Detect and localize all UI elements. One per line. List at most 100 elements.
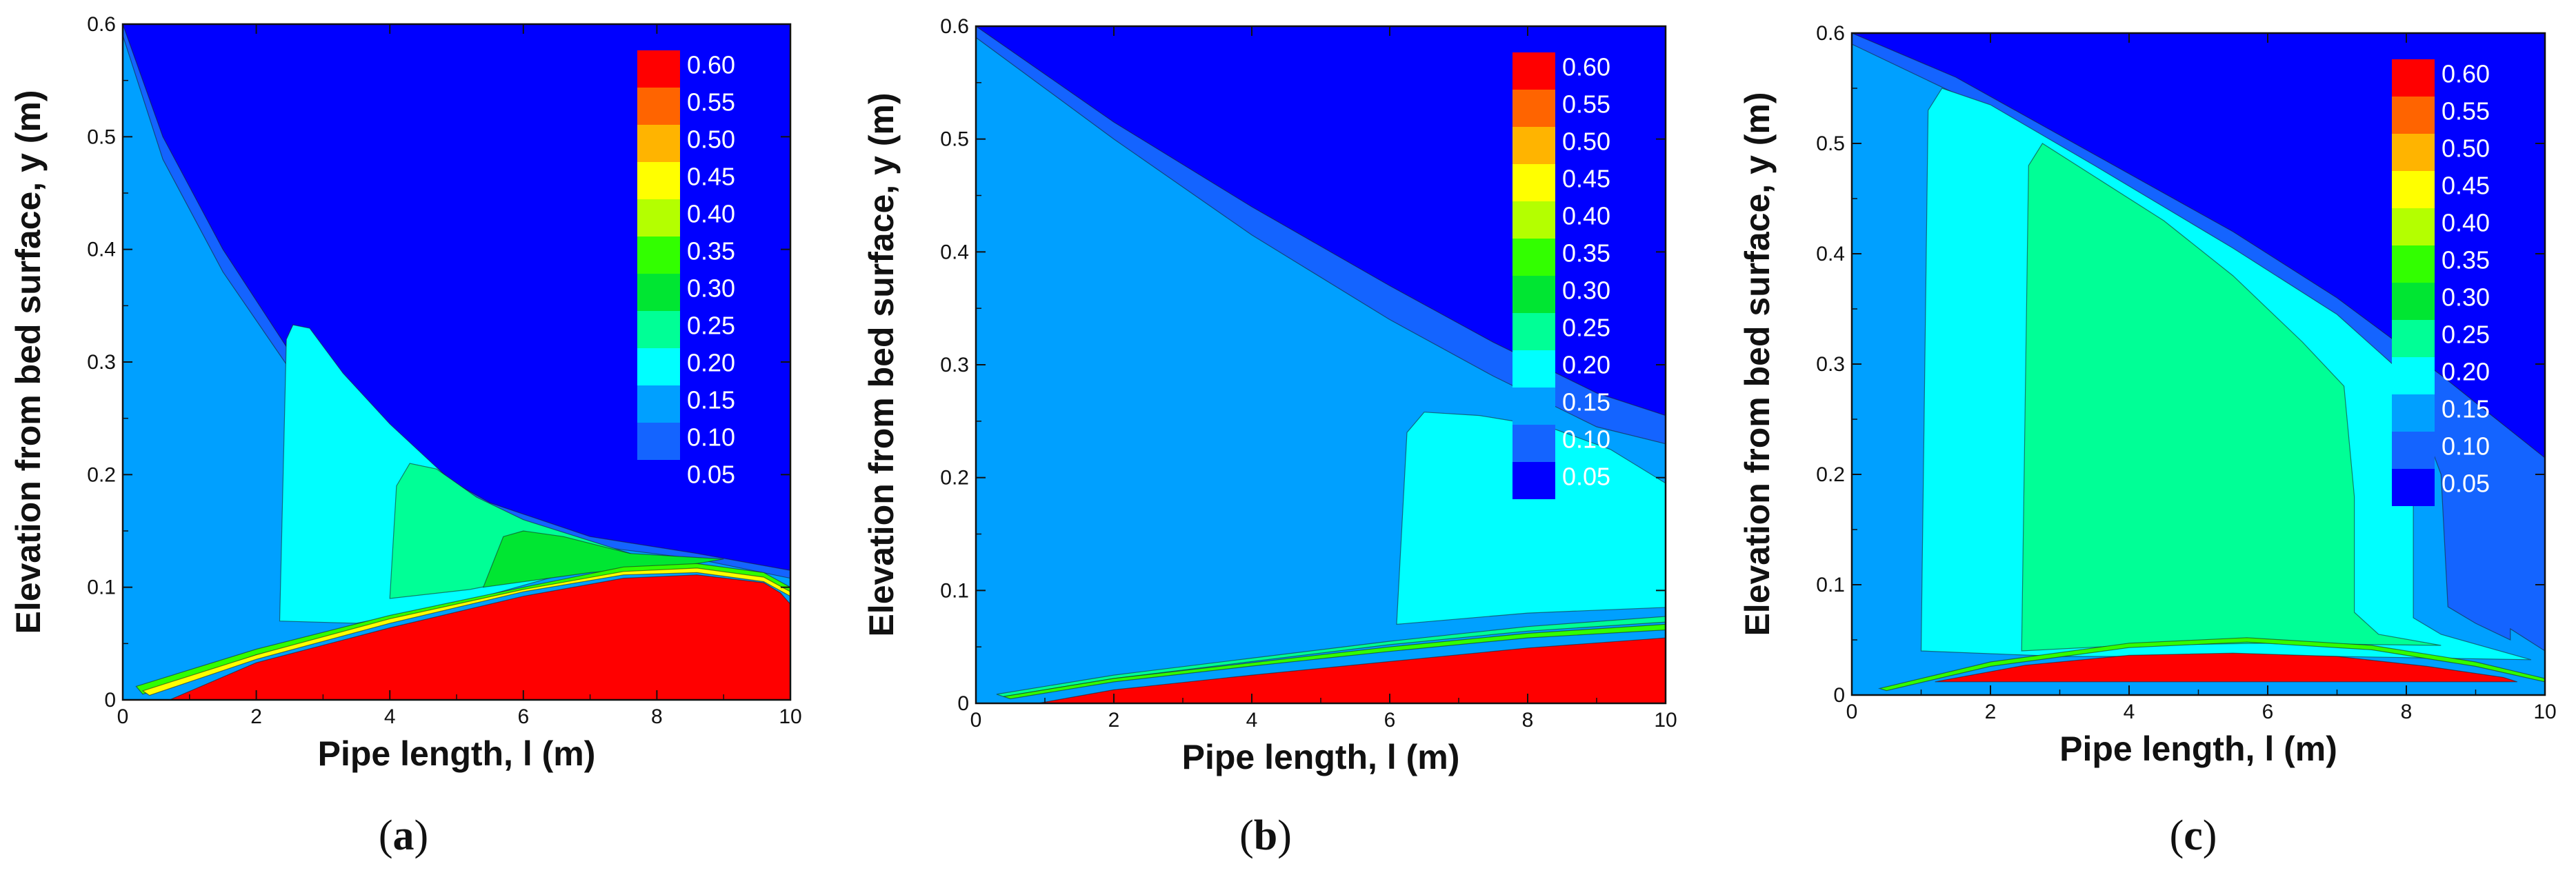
legend-swatch-c-1 — [2392, 97, 2435, 134]
panel-a: (a) 0 2 4 6 8 10 0 0.1 0.2 0.3 0.4 0.5 0.6 Pipe lengt… — [9, 13, 802, 859]
x-axis-title-c: Pipe length, l (m) — [2059, 730, 2337, 768]
legend-swatch-b-2 — [1512, 127, 1555, 164]
x-tick-label-a-3: 6 — [517, 705, 529, 728]
x-tick-label-a-5: 10 — [779, 705, 801, 728]
legend-label-c-3: 0.45 — [2442, 171, 2490, 199]
contour-region-c-6 — [1935, 652, 2517, 683]
legend-swatch-a-11 — [637, 460, 680, 497]
legend-swatch-c-2 — [2392, 134, 2435, 171]
panel-c-caption-letter: c — [2184, 812, 2203, 859]
x-tick-label-c-0: 0 — [1846, 701, 1858, 723]
legend-swatch-c-6 — [2392, 283, 2435, 320]
y-tick-label-c-3: 0.3 — [1816, 353, 1845, 376]
legend-swatch-a-10 — [637, 423, 680, 460]
legend-label-c-1: 0.55 — [2442, 97, 2490, 125]
contour-region-c-5 — [1877, 637, 2545, 692]
legend-swatch-c-0 — [2392, 59, 2435, 97]
y-tick-label-b-1: 0.1 — [940, 579, 969, 602]
x-tick-label-b-5: 10 — [1654, 709, 1677, 732]
x-tick-label-b-0: 0 — [970, 709, 982, 732]
panel-a-caption: (a) — [379, 812, 428, 859]
legend-label-b-4: 0.40 — [1562, 201, 1610, 230]
legend-swatch-c-9 — [2392, 394, 2435, 432]
legend-swatch-b-9 — [1512, 388, 1555, 425]
legend-label-c-0: 0.60 — [2442, 59, 2490, 88]
y-tick-label-c-5: 0.5 — [1816, 132, 1845, 155]
legend-label-b-0: 0.60 — [1562, 52, 1610, 81]
x-tick-label-c-4: 8 — [2401, 701, 2413, 723]
legend-swatch-c-8 — [2392, 357, 2435, 394]
x-tick-label-c-5: 10 — [2533, 701, 2556, 723]
legend-label-a-5: 0.35 — [687, 237, 735, 265]
legend-label-b-2: 0.50 — [1562, 127, 1610, 155]
y-tick-label-a-5: 0.5 — [87, 125, 116, 148]
legend-swatch-a-7 — [637, 311, 680, 348]
contour-region-a-8 — [169, 574, 790, 700]
legend-swatch-b-5 — [1512, 239, 1555, 276]
legend-swatch-a-5 — [637, 237, 680, 274]
y-tick-label-b-2: 0.2 — [940, 467, 969, 490]
legend-swatch-a-4 — [637, 199, 680, 237]
x-axis-title-a: Pipe length, l (m) — [318, 734, 596, 773]
panel-b-caption-letter: b — [1254, 812, 1277, 859]
legend-label-c-10: 0.10 — [2442, 432, 2490, 460]
legend-label-b-7: 0.25 — [1562, 313, 1610, 341]
x-tick-label-a-1: 2 — [250, 705, 262, 728]
legend-swatch-b-10 — [1512, 425, 1555, 462]
legend-label-a-2: 0.50 — [687, 125, 735, 153]
legend-swatch-c-11 — [2392, 469, 2435, 506]
legend-swatch-b-4 — [1512, 201, 1555, 239]
legend-swatch-b-7 — [1512, 313, 1555, 350]
legend-label-c-11: 0.05 — [2442, 469, 2490, 497]
x-axis-title-b: Pipe length, l (m) — [1182, 738, 1460, 776]
legend-label-c-7: 0.25 — [2442, 320, 2490, 348]
legend-label-b-5: 0.35 — [1562, 239, 1610, 267]
legend-b: 0.60 0.55 0.50 0.45 0.40 0.35 0.30 0.25 0.20 0.15… — [1512, 52, 1610, 499]
y-tick-label-a-6: 0.6 — [87, 13, 116, 36]
legend-label-c-5: 0.35 — [2442, 245, 2490, 274]
panel-a-caption-letter: a — [393, 812, 415, 859]
legend-swatch-b-0 — [1512, 52, 1555, 90]
y-tick-label-a-1: 0.1 — [87, 576, 116, 599]
x-tick-label-b-4: 8 — [1522, 709, 1534, 732]
legend-label-b-9: 0.15 — [1562, 388, 1610, 416]
legend-label-a-10: 0.10 — [687, 423, 735, 451]
legend-label-a-3: 0.45 — [687, 162, 735, 190]
x-tick-label-a-2: 4 — [384, 705, 396, 728]
legend-swatch-a-2 — [637, 125, 680, 162]
legend-swatch-b-8 — [1512, 350, 1555, 388]
legend-swatch-b-6 — [1512, 276, 1555, 313]
y-tick-label-b-4: 0.4 — [940, 241, 969, 263]
contour-region-b-5 — [1003, 623, 1666, 700]
legend-label-a-6: 0.30 — [687, 274, 735, 302]
y-axis-title-c: Elevation from bed surface, y (m) — [1738, 92, 1777, 636]
y-tick-label-a-4: 0.4 — [87, 239, 116, 261]
legend-label-b-10: 0.10 — [1562, 425, 1610, 453]
legend-label-a-7: 0.25 — [687, 311, 735, 339]
legend-c: 0.60 0.55 0.50 0.45 0.40 0.35 0.30 0.25 0.20 0.15… — [2392, 59, 2490, 506]
x-tick-label-b-3: 6 — [1384, 709, 1396, 732]
legend-swatch-c-3 — [2392, 171, 2435, 208]
contour-region-b-6 — [1037, 637, 1666, 703]
x-tick-label-a-4: 8 — [651, 705, 663, 728]
legend-swatch-a-8 — [637, 348, 680, 385]
legend-swatch-a-6 — [637, 274, 680, 311]
legend-label-a-4: 0.40 — [687, 199, 735, 228]
legend-label-b-3: 0.45 — [1562, 164, 1610, 192]
panel-b-caption: (b) — [1239, 812, 1292, 859]
x-tick-label-c-1: 2 — [1985, 701, 1997, 723]
legend-label-c-2: 0.50 — [2442, 134, 2490, 162]
legend-swatch-b-1 — [1512, 90, 1555, 127]
y-tick-label-c-0: 0 — [1833, 684, 1845, 707]
x-tick-label-a-0: 0 — [117, 705, 129, 728]
x-tick-label-b-1: 2 — [1108, 709, 1120, 732]
legend-label-c-8: 0.20 — [2442, 357, 2490, 385]
legend-label-b-1: 0.55 — [1562, 90, 1610, 118]
contour-region-b-3 — [1396, 412, 1666, 625]
y-tick-label-b-3: 0.3 — [940, 354, 969, 376]
y-tick-label-c-2: 0.2 — [1816, 463, 1845, 486]
x-tick-label-c-2: 4 — [2124, 701, 2135, 723]
y-tick-label-a-3: 0.3 — [87, 351, 116, 374]
y-tick-label-b-5: 0.5 — [940, 128, 969, 151]
